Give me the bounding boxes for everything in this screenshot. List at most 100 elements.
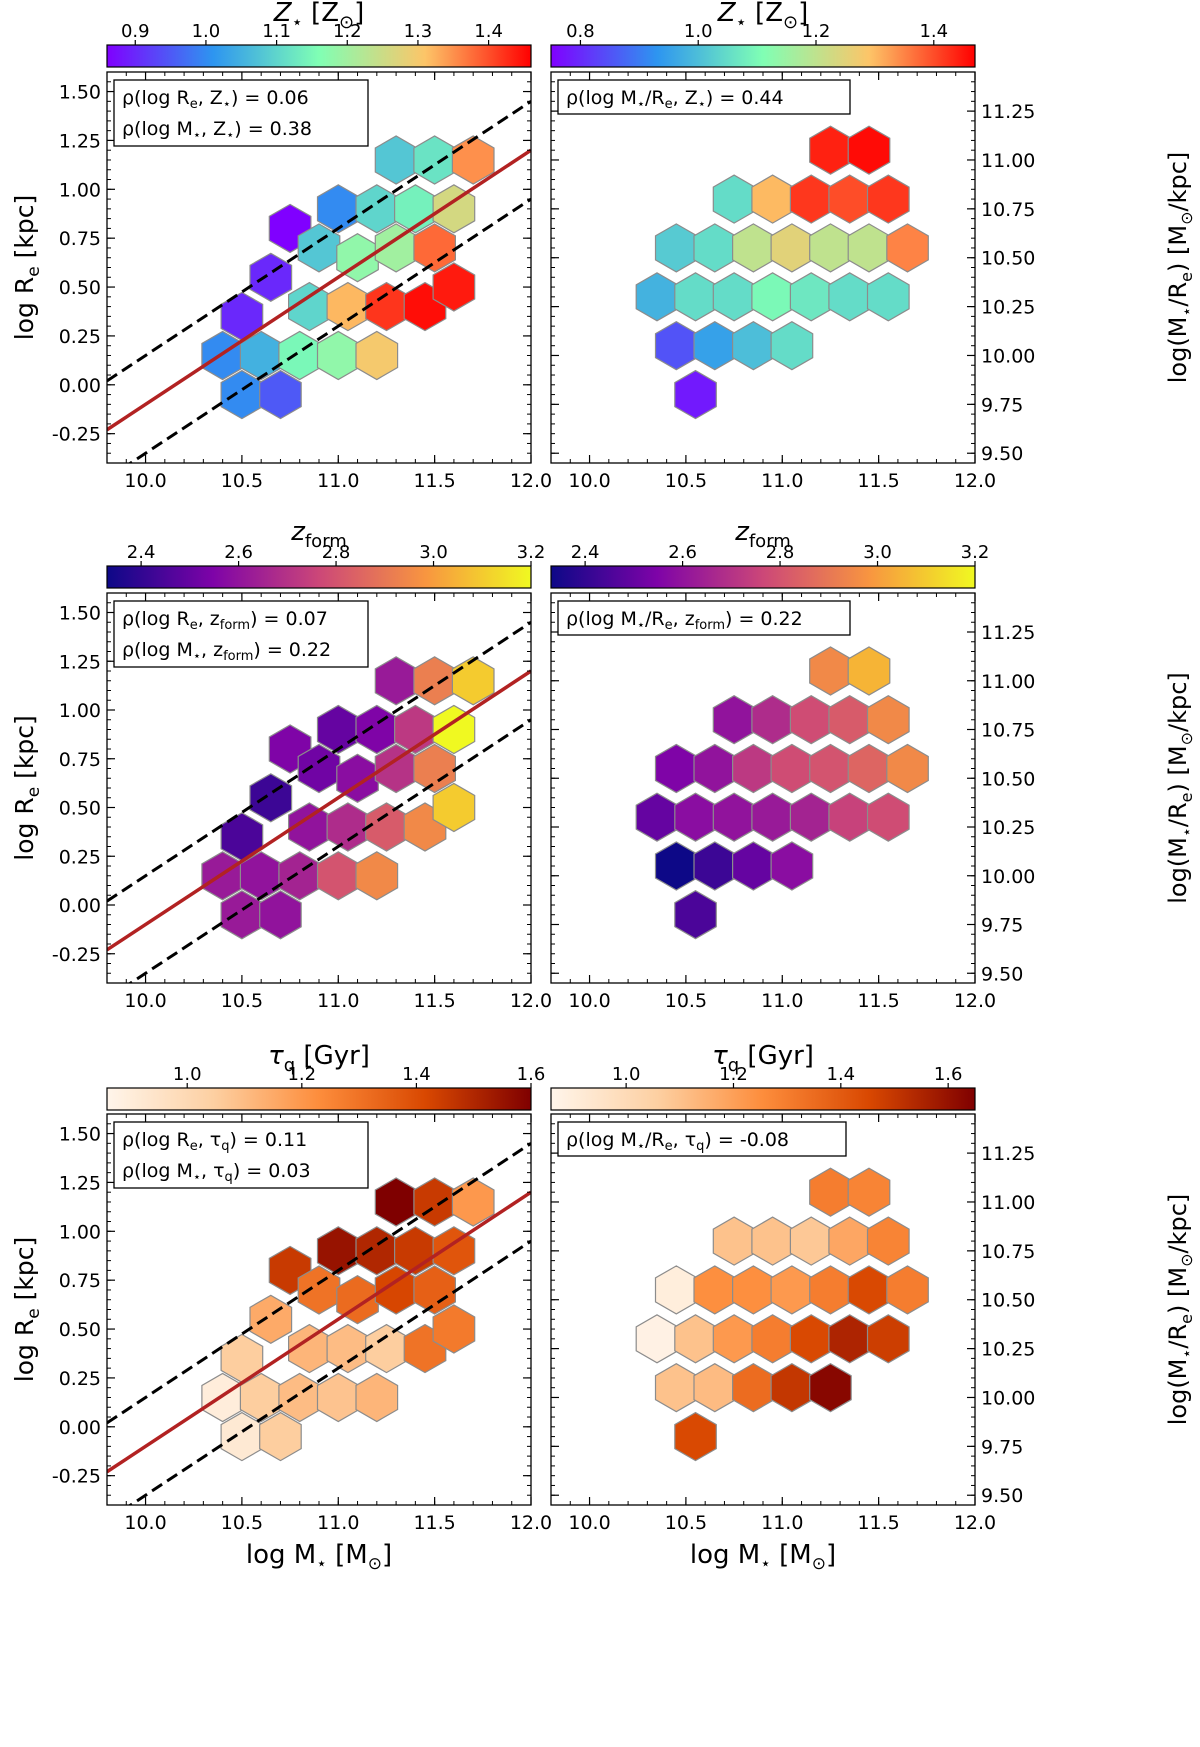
- hexbin: [365, 1323, 408, 1374]
- panel-2-left: 10.0 10.5 11.0 11.5 12.0 -0.25 0.00 0.25 0.50 0.7…: [10, 517, 552, 1012]
- colorbar-tick-label: 1.0: [192, 21, 221, 42]
- hexbin: [432, 782, 476, 833]
- y-axis-label: log Re [kpc]: [10, 715, 44, 860]
- colorbar-tick-label: 1.4: [402, 1064, 431, 1085]
- y-tick-label: 11.25: [981, 622, 1035, 644]
- legend-text: ρ(log M⋆, zform) = 0.22: [122, 639, 331, 664]
- legend-text: ρ(log Re, Z⋆) = 0.06: [122, 87, 309, 112]
- y-axis-label: log Re [kpc]: [10, 1237, 44, 1382]
- x-tick-label: 10.5: [665, 470, 707, 492]
- y-tick-label: 1.25: [59, 130, 101, 152]
- x-tick-label: 12.0: [510, 990, 552, 1012]
- y-tick-label: 10.25: [981, 297, 1035, 319]
- hexbin: [886, 223, 929, 273]
- legend-box: [113, 600, 369, 668]
- hexbin: [847, 223, 891, 273]
- y-tick-label: 10.75: [981, 1241, 1035, 1263]
- fit-line: [107, 669, 531, 952]
- colorbar-tick-label: 2.8: [766, 542, 795, 563]
- hexbin: [770, 223, 814, 273]
- y-tick-label: 10.25: [981, 1339, 1035, 1361]
- hexbin: [886, 1265, 929, 1315]
- hexbin: [809, 743, 852, 794]
- hexbin: [847, 125, 891, 175]
- colorbar-tick-label: 3.2: [517, 542, 546, 563]
- hexbin: [789, 695, 833, 745]
- x-tick-label: 10.5: [221, 1512, 263, 1534]
- y-tick-label: 9.75: [981, 1436, 1023, 1458]
- hexbin: [316, 1226, 360, 1276]
- y-axis-label-right: log(M⋆/Re) [M⊙/kpc]: [1164, 1194, 1196, 1426]
- y-tick-label: 9.75: [981, 394, 1023, 416]
- plot-area: [635, 125, 929, 420]
- x-tick-label: 11.0: [761, 1512, 803, 1534]
- hexbin: [828, 174, 872, 224]
- hexbin: [847, 743, 891, 794]
- colorbar-tick-label: 2.6: [224, 542, 253, 563]
- legend-box: [557, 79, 851, 115]
- legend-text: ρ(log M⋆, Z⋆) = 0.38: [122, 118, 312, 143]
- colorbar-label: τq [Gyr]: [268, 1041, 370, 1076]
- x-tick-label: 12.0: [510, 470, 552, 492]
- y-tick-label: 1.00: [59, 1221, 101, 1243]
- hexbin: [220, 1411, 264, 1462]
- y-tick-label: 0.50: [59, 798, 101, 820]
- y-tick-label: 0.00: [59, 895, 101, 917]
- x-tick-label: 10.0: [124, 1512, 166, 1534]
- colorbar-tick-label: 1.0: [173, 1064, 202, 1085]
- y-tick-label: 10.00: [981, 866, 1035, 888]
- hexbin: [355, 184, 399, 234]
- hexbin: [866, 174, 910, 224]
- colorbar-label: Z⋆ [Z⊙]: [717, 0, 809, 33]
- colorbar-tick-label: 0.8: [566, 21, 595, 42]
- hexbin: [654, 321, 698, 371]
- hexbin: [316, 184, 360, 234]
- y-axis-label-right: log(M⋆/Re) [M⊙/kpc]: [1164, 672, 1196, 904]
- hexbin: [355, 1226, 399, 1276]
- y-tick-label: 9.50: [981, 443, 1023, 465]
- x-tick-label: 10.5: [221, 470, 263, 492]
- hexbin: [731, 223, 775, 273]
- y-tick-label: 0.75: [59, 228, 101, 250]
- hexbin: [866, 272, 910, 322]
- hexbin: [432, 1304, 476, 1354]
- hexbin: [674, 1411, 717, 1462]
- y-tick-label: 1.25: [59, 1172, 101, 1194]
- colorbar-tick-label: 2.4: [127, 542, 156, 563]
- hexbin: [316, 851, 360, 901]
- x-tick-label: 10.5: [665, 990, 707, 1012]
- hexbin: [770, 1265, 814, 1315]
- hexbin: [847, 1265, 891, 1315]
- hexbin: [751, 272, 795, 322]
- hexbin: [886, 743, 929, 794]
- hexbin: [432, 184, 476, 234]
- hexbin: [654, 1363, 698, 1413]
- hexbin: [809, 1265, 852, 1315]
- hexbin: [770, 743, 814, 794]
- hexbin: [693, 1363, 737, 1413]
- hexbin: [355, 1372, 399, 1423]
- colorbar-tick-label: 1.2: [333, 21, 362, 42]
- colorbar: [550, 44, 976, 68]
- hexbin: [828, 1216, 872, 1266]
- hexbin: [712, 174, 756, 224]
- y-tick-label: 1.50: [59, 82, 101, 104]
- hexbin: [751, 695, 795, 745]
- hexbin: [674, 369, 717, 420]
- colorbar-tick-label: 1.2: [802, 21, 831, 42]
- hexbin: [365, 281, 408, 332]
- scatter-line-upper: [107, 620, 531, 903]
- scatter-line-lower: [127, 197, 531, 463]
- colorbar: [550, 565, 976, 589]
- x-tick-label: 11.0: [761, 470, 803, 492]
- hexbin: [809, 223, 852, 273]
- hexbin: [413, 135, 456, 185]
- hexbin: [249, 252, 293, 302]
- hexbin: [828, 1314, 872, 1364]
- colorbar: [106, 1087, 532, 1111]
- x-tick-label: 12.0: [954, 990, 996, 1012]
- y-tick-label: 0.75: [59, 1270, 101, 1292]
- hexbin: [789, 1314, 833, 1364]
- colorbar-tick-label: 1.2: [287, 1064, 316, 1085]
